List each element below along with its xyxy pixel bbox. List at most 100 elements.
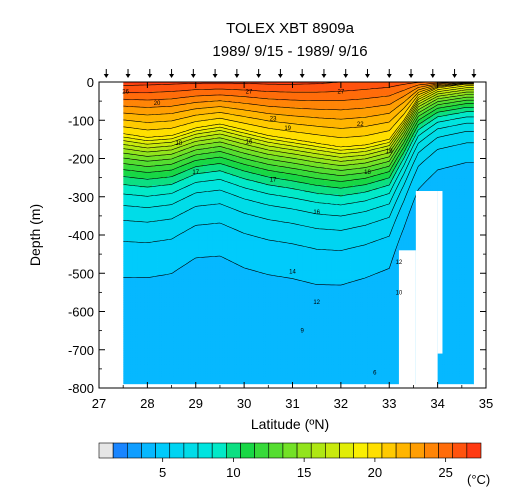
field-cell	[166, 380, 170, 384]
field-cell	[178, 352, 182, 356]
field-cell	[207, 265, 211, 269]
field-cell	[193, 320, 197, 324]
field-cell	[135, 205, 139, 209]
field-cell	[193, 187, 197, 191]
field-cell	[142, 187, 146, 191]
field-cell	[178, 336, 182, 340]
station-arrow	[147, 74, 153, 78]
field-cell	[212, 187, 216, 191]
field-cell	[186, 302, 189, 306]
field-cell	[205, 256, 209, 260]
field-cell	[144, 329, 148, 333]
field-cell	[203, 375, 206, 379]
field-cell	[188, 343, 192, 347]
field-cell	[207, 316, 211, 319]
field-cell	[128, 267, 131, 271]
field-cell	[137, 341, 141, 345]
field-cell	[157, 318, 160, 322]
field-cell	[144, 143, 148, 147]
field-cell	[212, 166, 216, 170]
field-cell	[152, 327, 156, 331]
field-cell	[157, 320, 160, 324]
field-cell	[130, 162, 134, 166]
field-cell	[195, 208, 199, 211]
field-cell	[178, 297, 182, 301]
field-cell	[186, 361, 189, 365]
field-cell	[159, 205, 163, 209]
field-cell	[205, 341, 209, 345]
field-cell	[154, 109, 158, 113]
field-cell	[178, 98, 182, 101]
field-cell	[147, 378, 151, 381]
field-cell	[178, 332, 182, 335]
field-cell	[157, 187, 160, 191]
field-cell	[212, 180, 216, 184]
field-cell	[207, 375, 211, 379]
field-cell	[164, 288, 168, 292]
field-cell	[130, 123, 134, 126]
field-cell	[193, 162, 197, 166]
field-cell	[152, 343, 156, 347]
field-cell	[149, 127, 153, 131]
field-cell	[205, 371, 209, 374]
field-cell	[205, 182, 209, 186]
field-cell	[142, 219, 146, 223]
field-cell	[132, 224, 136, 227]
field-cell	[144, 249, 148, 253]
field-cell	[205, 265, 209, 269]
field-cell	[171, 121, 175, 124]
field-cell	[135, 258, 139, 262]
field-cell	[178, 91, 182, 94]
field-cell	[195, 336, 199, 340]
field-cell	[205, 247, 209, 250]
field-cell	[123, 249, 127, 253]
field-cell	[166, 300, 170, 303]
field-cell	[152, 261, 156, 264]
field-cell	[210, 334, 214, 338]
field-cell	[200, 267, 204, 271]
field-cell	[137, 244, 141, 248]
field-cell	[210, 263, 214, 267]
field-cell	[207, 192, 211, 195]
field-cell	[207, 345, 211, 349]
field-cell	[171, 368, 175, 372]
field-cell	[125, 251, 129, 255]
field-cell	[154, 176, 158, 179]
field-cell	[144, 212, 148, 216]
field-cell	[183, 100, 187, 104]
field-cell	[195, 254, 199, 257]
field-cell	[205, 240, 209, 244]
field-cell	[166, 95, 170, 99]
field-cell	[171, 290, 175, 294]
field-cell	[207, 332, 211, 335]
field-cell	[147, 203, 151, 207]
field-cell	[159, 219, 163, 223]
field-cell	[149, 226, 153, 230]
field-cell	[186, 93, 189, 97]
field-cell	[207, 114, 211, 117]
field-cell	[200, 228, 204, 232]
field-cell	[173, 256, 177, 260]
field-cell	[188, 322, 192, 326]
field-cell	[159, 318, 163, 322]
field-cell	[164, 352, 168, 356]
field-cell	[161, 242, 165, 246]
field-cell	[190, 339, 194, 342]
field-cell	[205, 270, 209, 273]
field-cell	[205, 130, 209, 133]
field-cell	[176, 339, 180, 342]
field-cell	[125, 228, 129, 232]
field-cell	[157, 244, 160, 248]
field-cell	[142, 274, 146, 278]
field-cell	[195, 300, 199, 303]
field-cell	[205, 366, 209, 370]
field-cell	[195, 322, 199, 326]
field-cell	[147, 380, 151, 384]
field-cell	[178, 194, 182, 198]
field-cell	[200, 265, 204, 269]
field-cell	[190, 265, 194, 269]
field-cell	[193, 279, 197, 283]
field-cell	[137, 212, 141, 216]
field-cell	[195, 240, 199, 244]
field-cell	[203, 219, 206, 223]
